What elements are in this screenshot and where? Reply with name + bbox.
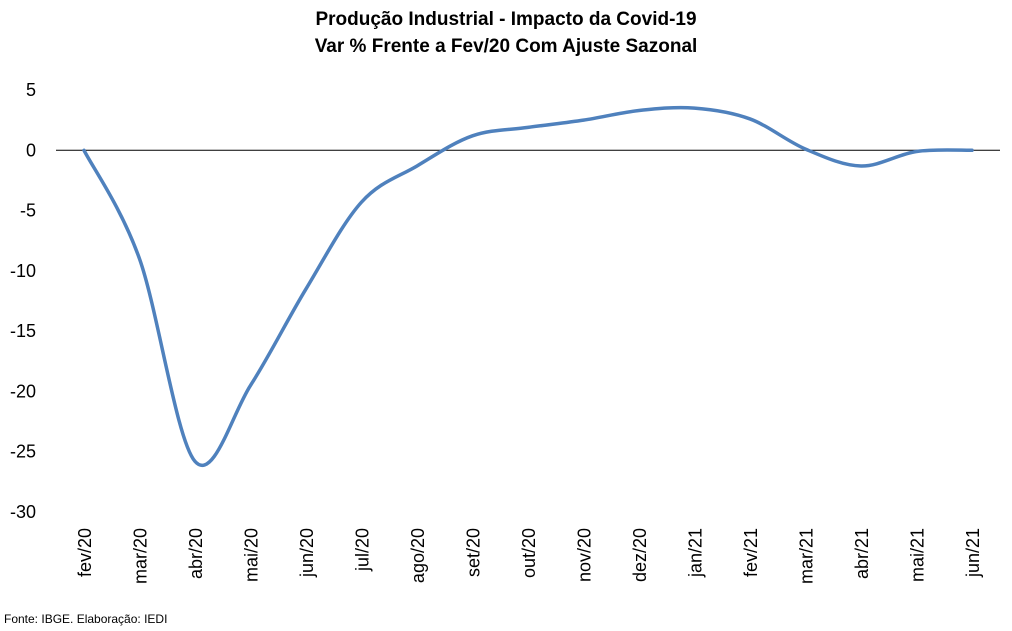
y-tick-label: -30 [10,502,36,522]
x-tick-label: out/20 [519,528,539,578]
y-tick-label: 5 [26,80,36,100]
x-tick-label: set/20 [464,528,484,577]
x-tick-label: mar/20 [131,528,151,584]
x-tick-label: mai/20 [242,528,262,582]
y-tick-label: -15 [10,321,36,341]
x-tick-label: fev/21 [741,528,761,577]
y-tick-label: -5 [20,201,36,221]
data-point [915,149,919,153]
data-point [138,257,142,261]
data-point [582,118,586,122]
y-tick-label: -20 [10,381,36,401]
data-point [637,108,641,112]
data-point [804,147,808,151]
x-tick-label: fev/20 [75,528,95,577]
x-tick-label: nov/20 [575,528,595,582]
data-point [415,164,419,168]
x-tick-label: jul/20 [353,528,373,572]
data-point [748,117,752,121]
data-point [360,200,364,204]
data-point [249,383,253,387]
x-tick-label: mar/21 [797,528,817,584]
x-tick-label: jun/21 [963,528,983,578]
x-tick-label: abr/21 [852,528,872,579]
y-tick-label: -10 [10,261,36,281]
y-tick-label: 0 [26,140,36,160]
chart-title-block: Produção Industrial - Impacto da Covid-1… [0,6,1012,60]
data-point [859,164,863,168]
x-tick-label: dez/20 [630,528,650,582]
series-line [82,105,974,467]
data-point [526,125,530,129]
x-axis-ticks: fev/20 mar/20 abr/20 mai/20 jun/20 jul/20 ago/… [75,528,983,584]
data-point [471,134,475,138]
data-point [304,287,308,291]
source-note: Fonte: IBGE. Elaboração: IEDI [4,612,168,626]
chart-subtitle: Var % Frente a Fev/20 Com Ajuste Sazonal [314,36,698,57]
data-point [693,106,697,110]
data-point [970,148,974,152]
y-axis-ticks: 5 0 -5 -10 -15 -20 -25 -30 [10,80,36,522]
x-tick-label: mai/21 [908,528,928,582]
data-point [193,459,197,463]
data-point [82,148,86,152]
chart-title: Produção Industrial - Impacto da Covid-1… [315,9,697,30]
x-tick-label: ago/20 [408,528,428,583]
x-tick-label: jan/21 [686,528,706,578]
series-points [82,106,974,463]
y-tick-label: -25 [10,442,36,462]
x-tick-label: jun/20 [297,528,317,578]
x-tick-label: abr/20 [186,528,206,579]
